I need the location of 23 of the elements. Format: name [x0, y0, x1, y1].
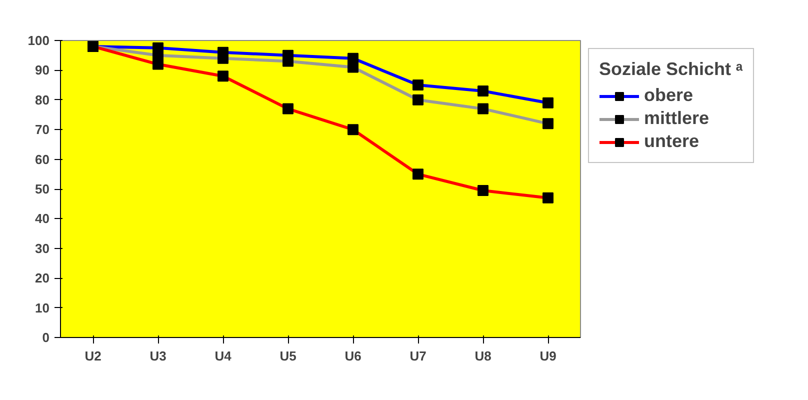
- y-tick-label: 20: [35, 270, 50, 286]
- legend-label: mittlere: [644, 108, 710, 129]
- x-tick-label: U6: [344, 348, 362, 364]
- legend-label: untere: [644, 131, 700, 152]
- x-tick-label: U2: [84, 348, 102, 364]
- x-tick-label: U4: [214, 348, 232, 364]
- y-tick-label: 10: [35, 300, 50, 316]
- legend-label: obere: [644, 85, 694, 106]
- x-tick-label: U9: [540, 348, 556, 364]
- y-tick-label: 50: [35, 182, 50, 196]
- y-tick-label: 90: [35, 62, 50, 78]
- y-tick-label: 30: [35, 240, 50, 256]
- y-tick-label: 0: [42, 330, 50, 345]
- y-tick-label: 60: [35, 152, 50, 167]
- x-tick-label: U5: [280, 348, 296, 364]
- y-tick-label: 80: [35, 92, 50, 108]
- x-tick-label: U8: [474, 348, 492, 364]
- y-tick-label: 70: [35, 122, 50, 138]
- y-tick-label: 100: [28, 33, 50, 48]
- x-tick-label: U3: [150, 348, 166, 364]
- legend-title: Soziale Schicht ᵃ: [599, 59, 743, 80]
- y-tick-label: 40: [35, 211, 50, 226]
- x-tick-label: U7: [410, 348, 426, 364]
